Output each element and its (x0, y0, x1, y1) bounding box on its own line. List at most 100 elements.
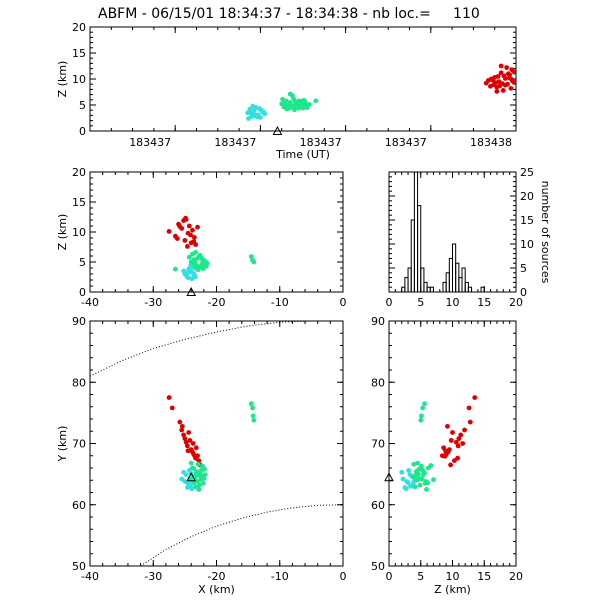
y-tick-label: 5 (520, 262, 527, 275)
source-point-green (250, 413, 256, 419)
source-point-red (187, 438, 193, 443)
source-point-red (456, 436, 462, 441)
histogram-bar (467, 286, 473, 292)
source-point-cyan (191, 271, 197, 276)
x-tick-label: 0 (386, 296, 393, 309)
x-axis-label: Time (UT) (275, 148, 330, 161)
source-point-green (188, 460, 194, 466)
y-tick-label: 15 (520, 214, 534, 227)
x-tick-label: 183437 (300, 136, 342, 149)
source-point-green (291, 96, 297, 102)
x-tick-label: 0 (340, 570, 347, 583)
source-point-red (502, 82, 508, 88)
source-point-cyan (181, 268, 187, 274)
x-tick-label: 15 (477, 570, 491, 583)
figure-title: ABFM - 06/15/01 18:34:37 - 18:34:38 - nb… (98, 6, 480, 22)
source-point-red (445, 423, 450, 429)
histogram-bar (417, 205, 422, 292)
source-point-red (191, 235, 197, 240)
source-point-red (183, 215, 188, 221)
plot-frame (89, 26, 517, 132)
y-tick-label: 50 (371, 560, 385, 573)
source-point-green (197, 265, 202, 270)
source-point-green (192, 260, 198, 265)
source-point-red (166, 395, 172, 400)
x-tick-label: -40 (81, 570, 99, 583)
source-point-red (193, 455, 199, 461)
source-point-red (505, 71, 511, 77)
network-range-curve (90, 321, 343, 377)
source-point-cyan (189, 486, 195, 492)
y-tick-label: 5 (79, 256, 86, 269)
source-point-red (494, 89, 500, 94)
source-point-green (313, 98, 319, 104)
x-tick-label: 15 (477, 296, 491, 309)
y-tick-label: 90 (371, 315, 385, 328)
source-point-green (428, 463, 434, 468)
x-tick-label: 0 (386, 570, 393, 583)
source-point-green (294, 101, 300, 106)
source-point-cyan (186, 266, 192, 272)
panel-time-height: 0 5 10 15 20 183437 183437 183437 183437 183438 Ti… (56, 21, 517, 161)
source-point-red (448, 438, 454, 443)
x-tick-label: 20 (509, 296, 523, 309)
y-tick-label: 50 (72, 560, 86, 573)
source-point-red (190, 227, 195, 233)
source-point-green (196, 487, 202, 492)
source-point-red (177, 224, 183, 230)
source-point-green (199, 474, 205, 479)
source-point-cyan (399, 469, 405, 475)
source-point-green (250, 405, 255, 411)
histogram-bar (420, 267, 425, 292)
panel-histogram: 0 5 10 15 20 25 0 5 10 15 20 number of sources (386, 166, 553, 309)
source-point-red (185, 448, 191, 454)
source-point-green (186, 254, 192, 260)
source-point-green (289, 105, 295, 110)
x-tick-label: 20 (509, 570, 523, 583)
source-point-green (414, 477, 420, 483)
source-point-green (420, 405, 426, 411)
source-point-red (462, 427, 467, 433)
network-range-curve (140, 504, 343, 566)
source-point-cyan (250, 103, 256, 109)
x-tick-label: -10 (271, 570, 289, 583)
x-tick-label: -30 (144, 570, 162, 583)
station-marker (186, 472, 197, 482)
source-point-green (411, 461, 417, 467)
source-point-red (193, 445, 199, 451)
source-point-red (450, 430, 455, 435)
y-tick-label: 20 (520, 190, 534, 203)
histogram-bar (461, 267, 466, 292)
source-point-green (287, 91, 293, 97)
source-point-cyan (184, 274, 190, 279)
x-tick-label: 5 (417, 296, 424, 309)
x-tick-label: 183437 (214, 136, 256, 149)
y-tick-label: 10 (520, 238, 534, 251)
source-point-red (186, 223, 192, 229)
source-point-red (183, 439, 189, 445)
source-point-green (415, 460, 420, 466)
source-point-green (248, 401, 254, 407)
source-point-cyan (188, 263, 193, 268)
x-tick-label: -30 (144, 296, 162, 309)
y-tick-label: 60 (72, 499, 86, 512)
source-point-green (190, 465, 195, 471)
x-axis-label: Z (km) (434, 583, 471, 596)
source-point-red (498, 63, 504, 69)
source-point-green (306, 102, 312, 107)
plot-frame (89, 171, 344, 293)
source-point-red (493, 80, 498, 86)
plot-frame (89, 320, 344, 567)
x-tick-label: -20 (208, 296, 226, 309)
source-point-red (504, 65, 510, 70)
source-point-red (466, 405, 472, 411)
source-point-cyan (251, 111, 256, 117)
source-point-green (280, 96, 285, 102)
y-axis-label: Y (km) (56, 426, 69, 463)
x-tick-label: -20 (208, 570, 226, 583)
source-point-cyan (405, 480, 411, 486)
source-point-red (195, 224, 200, 230)
source-point-red (460, 441, 466, 446)
source-point-green (251, 417, 257, 423)
